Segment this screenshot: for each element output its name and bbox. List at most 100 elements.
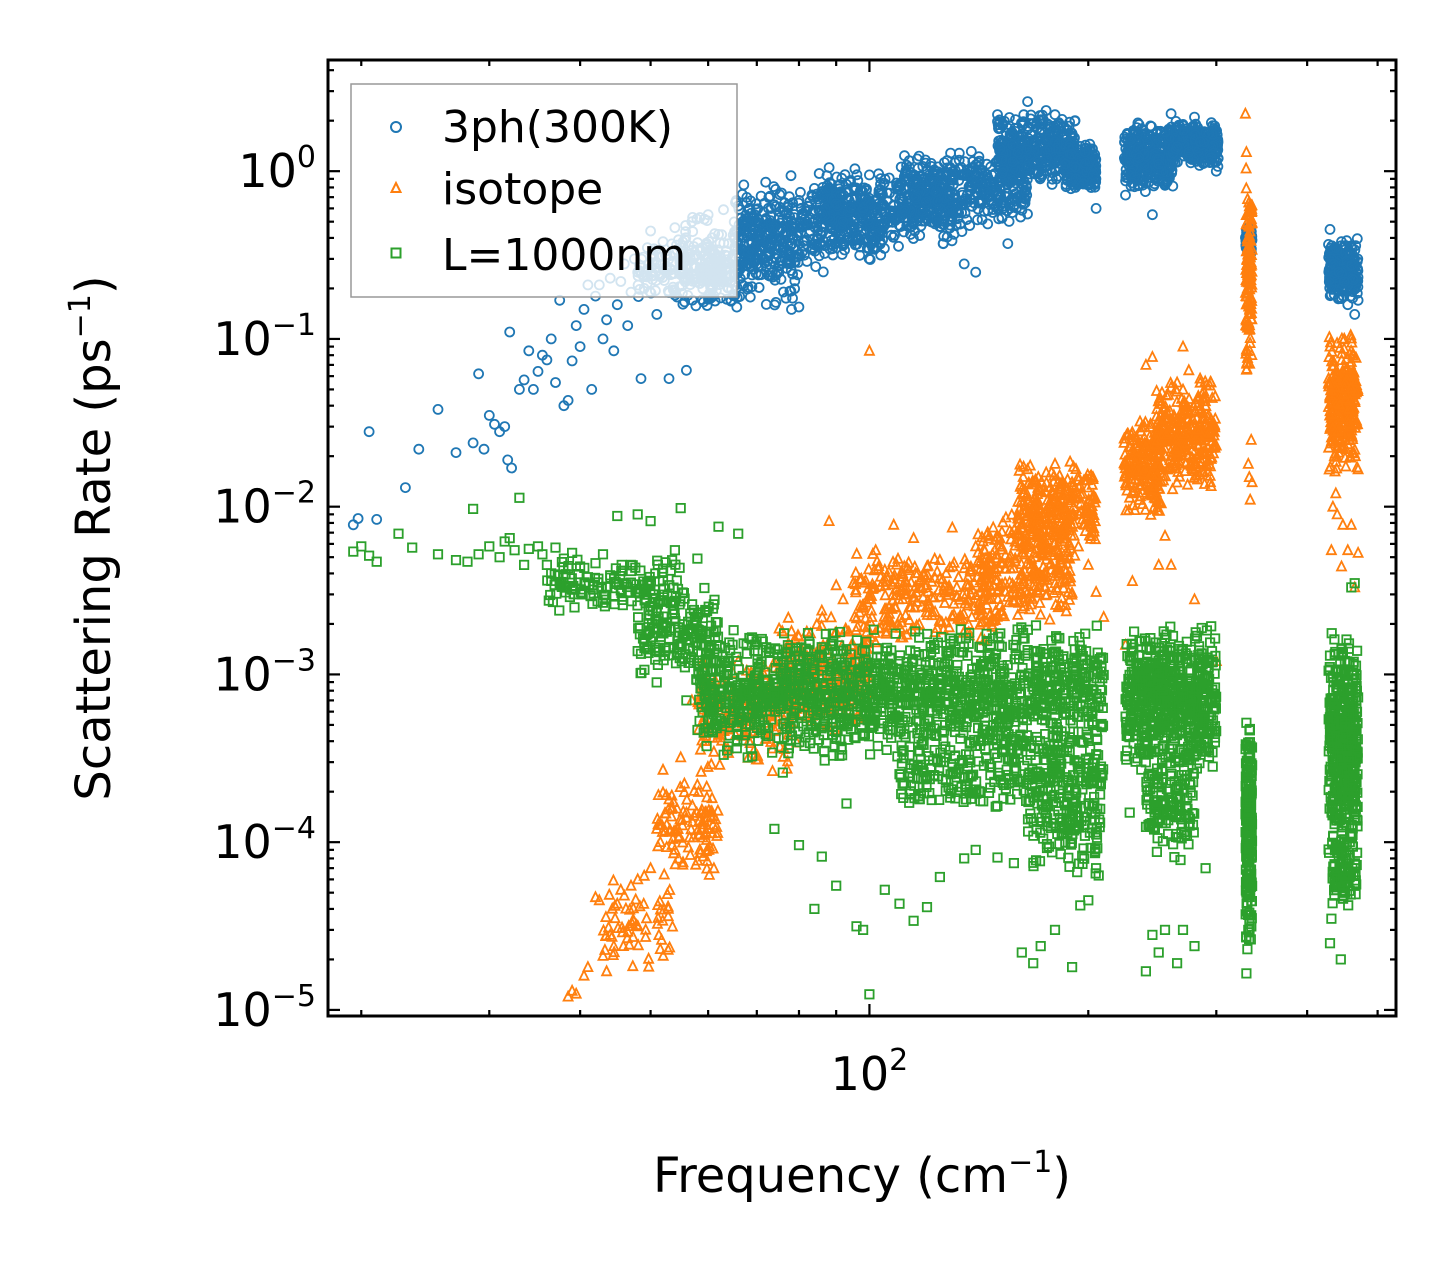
data-point-3ph-300k (1047, 173, 1058, 185)
data-point-3ph-300k (863, 214, 874, 226)
data-point-3ph-300k (993, 123, 1005, 135)
data-point-3ph-300k (961, 196, 973, 208)
data-point-3ph-300k (741, 191, 753, 203)
data-point-3ph-300k (992, 109, 1003, 120)
data-point-3ph-300k (873, 198, 884, 210)
data-point-3ph-300k (1049, 124, 1061, 136)
data-point-3ph-300k (843, 231, 855, 243)
data-point-3ph-300k (772, 223, 784, 235)
data-point-3ph-300k (883, 212, 895, 224)
data-point-3ph-300k (1029, 138, 1041, 150)
data-point-3ph-300k (910, 170, 921, 182)
data-point-3ph-300k (757, 223, 769, 234)
data-point-3ph-300k (865, 231, 876, 243)
data-point-3ph-300k (988, 185, 1000, 197)
data-point-3ph-300k (970, 159, 982, 171)
data-point-3ph-300k (961, 189, 973, 201)
data-point-3ph-300k (819, 185, 830, 197)
data-point-3ph-300k (994, 143, 1006, 155)
data-point-3ph-300k (765, 270, 777, 281)
data-point-3ph-300k (986, 179, 998, 190)
data-point-3ph-300k (899, 205, 911, 217)
data-point-3ph-300k (784, 255, 795, 267)
data-point-3ph-300k (903, 161, 915, 173)
data-point-3ph-300k (982, 218, 994, 230)
data-point-3ph-300k (1166, 167, 1178, 179)
data-point-3ph-300k (899, 184, 911, 195)
data-point-3ph-300k (863, 253, 875, 265)
data-point-3ph-300k (932, 217, 943, 228)
data-point-3ph-300k (774, 233, 786, 245)
data-point-3ph-300k (774, 260, 786, 271)
data-point-3ph-300k (1152, 154, 1164, 166)
data-point-3ph-300k (864, 219, 875, 231)
data-point-3ph-300k (776, 187, 787, 199)
data-point-3ph-300k (875, 219, 887, 230)
data-point-3ph-300k (1140, 186, 1151, 198)
data-point-3ph-300k (746, 281, 758, 293)
data-point-3ph-300k (1063, 142, 1075, 154)
data-point-3ph-300k (965, 145, 977, 157)
data-point-3ph-300k (998, 164, 1009, 175)
data-point-3ph-300k (920, 196, 932, 208)
data-point-3ph-300k (948, 228, 960, 240)
data-point-3ph-300k (774, 206, 786, 218)
data-point-3ph-300k (794, 249, 805, 261)
data-point-3ph-300k (819, 203, 831, 215)
data-point-3ph-300k (782, 199, 794, 211)
data-point-3ph-300k (756, 240, 768, 252)
data-point-3ph-300k (1022, 208, 1033, 220)
data-point-3ph-300k (971, 181, 983, 193)
data-point-3ph-300k (768, 181, 780, 193)
data-point-3ph-300k (827, 249, 839, 261)
data-point-3ph-300k (913, 150, 925, 162)
data-point-3ph-300k (749, 241, 760, 253)
data-point-3ph-300k (760, 298, 772, 310)
data-point-3ph-300k (1070, 161, 1081, 173)
data-point-3ph-300k (1034, 173, 1046, 185)
data-point-3ph-300k (845, 202, 857, 214)
data-point-3ph-300k (889, 229, 900, 241)
data-point-3ph-300k (742, 247, 754, 259)
data-point-3ph-300k (1133, 119, 1145, 130)
data-point-3ph-300k (753, 282, 765, 293)
data-point-3ph-300k (975, 197, 987, 209)
data-point-3ph-300k (1014, 148, 1026, 160)
data-point-3ph-300k (826, 239, 838, 251)
data-point-3ph-300k (1049, 151, 1061, 163)
data-point-3ph-300k (824, 213, 836, 224)
data-point-3ph-300k (768, 251, 780, 263)
data-point-3ph-300k (917, 206, 928, 218)
data-point-3ph-300k (941, 231, 953, 243)
data-point-3ph-300k (793, 301, 805, 313)
data-point-3ph-300k (801, 255, 813, 267)
data-point-3ph-300k (1084, 156, 1096, 167)
data-point-3ph-300k (996, 153, 1008, 165)
data-point-3ph-300k (875, 249, 887, 261)
data-point-3ph-300k (911, 215, 923, 227)
data-point-3ph-300k (1125, 134, 1137, 146)
data-point-3ph-300k (752, 203, 764, 215)
data-point-3ph-300k (742, 281, 754, 293)
data-point-3ph-300k (854, 241, 866, 253)
data-point-3ph-300k (1007, 181, 1019, 192)
data-point-3ph-300k (985, 190, 997, 202)
data-point-3ph-300k (852, 217, 864, 229)
data-point-3ph-300k (1166, 152, 1178, 163)
data-point-3ph-300k (861, 183, 872, 195)
data-point-3ph-300k (945, 147, 956, 159)
data-point-3ph-300k (817, 266, 829, 278)
data-point-3ph-300k (851, 169, 863, 181)
data-point-3ph-300k (787, 292, 798, 304)
data-point-3ph-300k (786, 222, 798, 233)
data-point-3ph-300k (1007, 156, 1019, 168)
data-point-3ph-300k (899, 212, 910, 224)
data-point-3ph-300k (789, 275, 801, 287)
data-point-3ph-300k (835, 222, 847, 234)
data-point-3ph-300k (1032, 156, 1044, 168)
data-point-3ph-300k (798, 249, 810, 261)
data-point-3ph-300k (996, 212, 1008, 223)
data-point-3ph-300k (1142, 137, 1154, 149)
data-point-3ph-300k (946, 211, 958, 223)
